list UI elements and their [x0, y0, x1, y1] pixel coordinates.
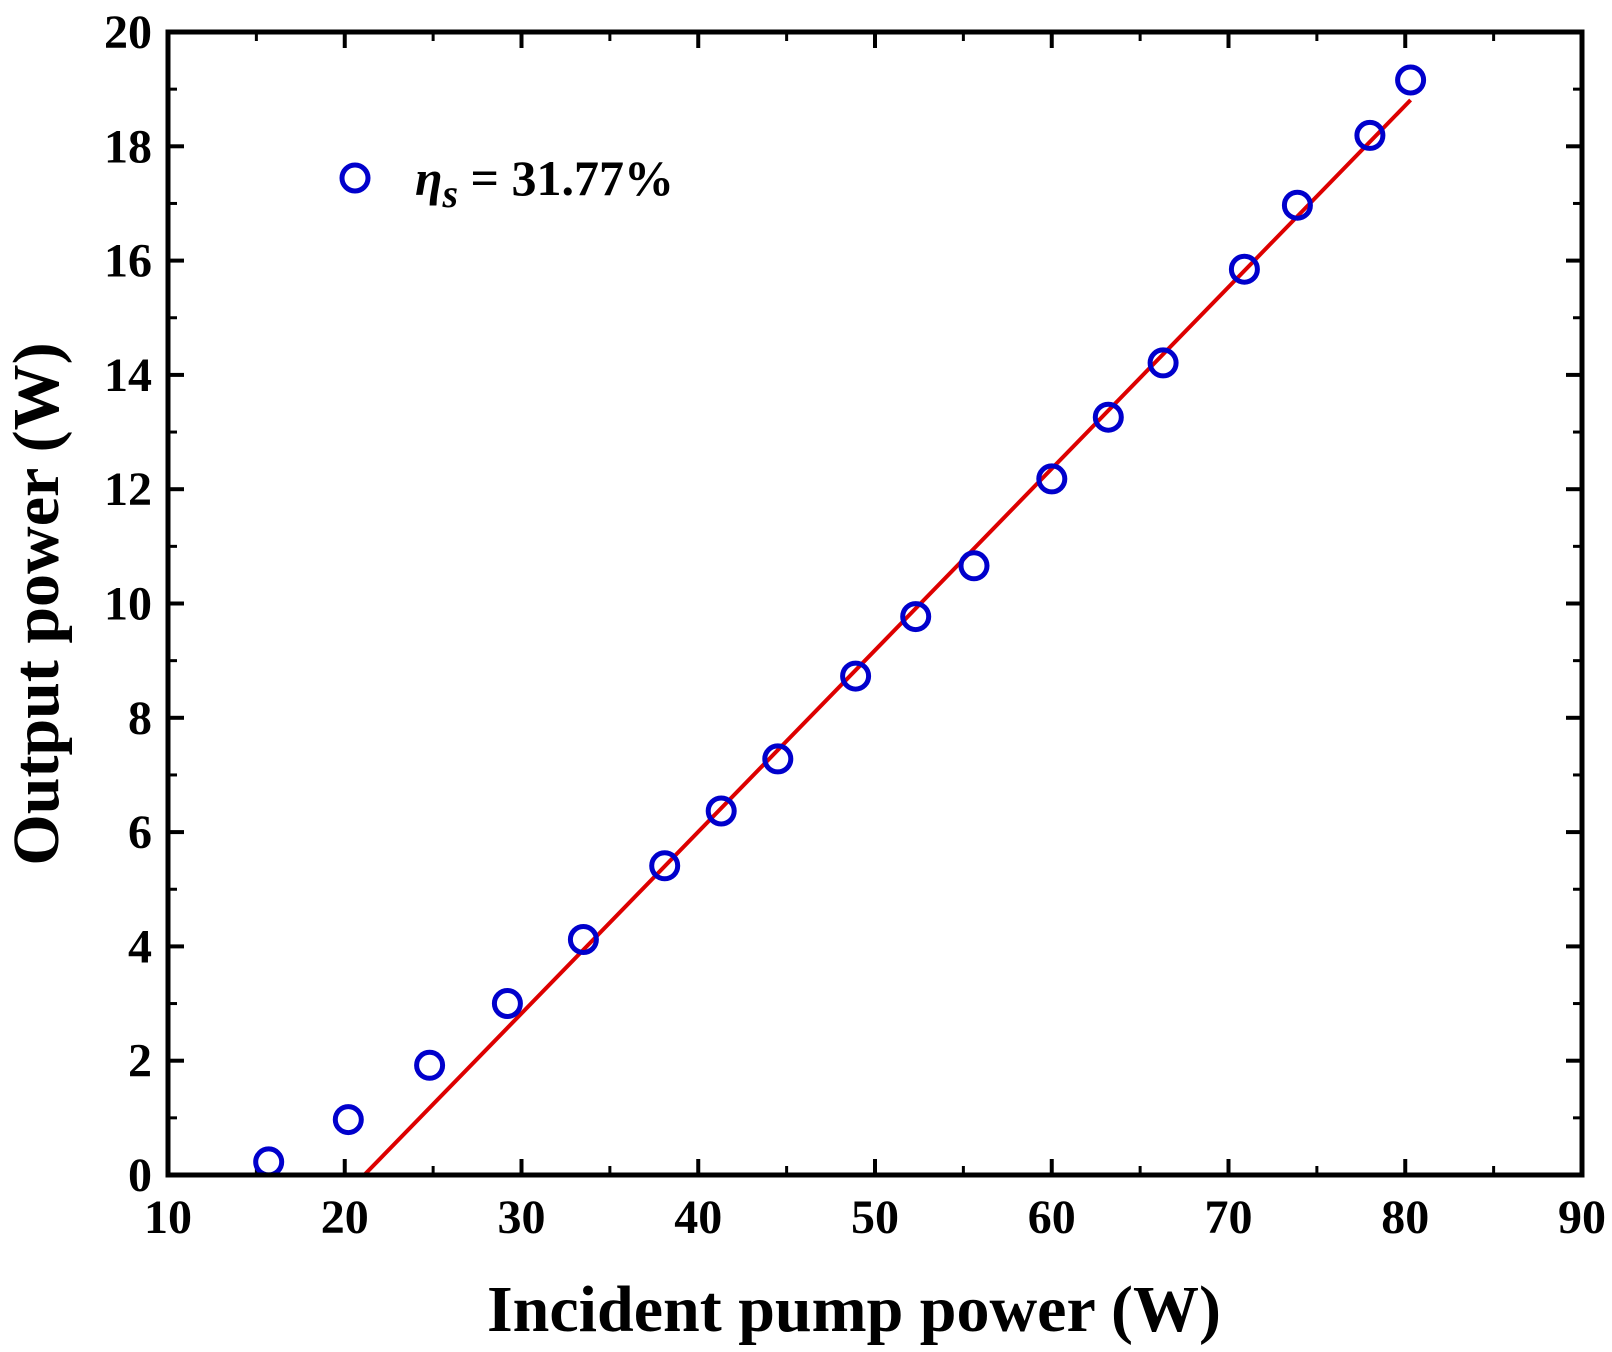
data-point — [414, 1049, 446, 1081]
data-point — [900, 601, 932, 633]
data-point — [491, 988, 523, 1019]
y-tick-label: 0 — [128, 1149, 152, 1202]
legend-symbol: η — [415, 150, 442, 206]
x-tick-label: 30 — [498, 1191, 546, 1244]
legend-label: ηs = 31.77% — [415, 150, 674, 216]
y-tick-label: 20 — [104, 6, 152, 59]
y-tick-label: 18 — [104, 120, 152, 173]
points-layer — [253, 64, 1427, 1178]
data-point — [253, 1146, 285, 1178]
x-tick-label: 60 — [1028, 1191, 1076, 1244]
data-point — [567, 924, 599, 955]
y-tick-label: 14 — [104, 349, 152, 402]
y-tick-label: 4 — [128, 920, 152, 973]
data-point — [958, 550, 990, 582]
plot-frame — [165, 29, 1585, 1178]
y-tick-label: 8 — [128, 692, 152, 745]
legend-marker — [339, 162, 371, 194]
x-tick-label: 70 — [1205, 1191, 1253, 1244]
data-point — [649, 850, 681, 882]
data-point — [762, 743, 794, 775]
data-point — [1228, 253, 1260, 285]
x-ticks: 10 20 30 40 50 60 70 80 90 — [144, 32, 1606, 1244]
legend-subscript: s — [441, 171, 458, 216]
legend-value: = 31.77% — [458, 150, 674, 206]
y-tick-label: 12 — [104, 463, 152, 516]
x-tick-label: 90 — [1558, 1191, 1606, 1244]
x-tick-label: 10 — [144, 1191, 192, 1244]
x-tick-label: 40 — [674, 1191, 722, 1244]
x-tick-label: 80 — [1381, 1191, 1429, 1244]
data-point — [1354, 119, 1386, 151]
x-tick-label: 50 — [851, 1191, 899, 1244]
y-axis-title: Output power (W) — [0, 342, 73, 865]
y-tick-label: 10 — [104, 578, 152, 631]
data-point — [840, 660, 872, 692]
legend: ηs = 31.77% — [339, 150, 674, 216]
x-tick-label: 20 — [321, 1191, 369, 1244]
data-point — [705, 795, 737, 827]
y-tick-label: 6 — [128, 806, 152, 859]
y-tick-label: 16 — [104, 235, 152, 288]
data-point — [332, 1104, 364, 1136]
data-point — [1036, 463, 1068, 495]
data-point — [1395, 64, 1427, 96]
data-point — [1147, 347, 1179, 379]
data-point — [1092, 401, 1124, 433]
data-point — [1281, 189, 1313, 221]
x-axis-title: Incident pump power (W) — [487, 1273, 1221, 1346]
y-tick-label: 2 — [128, 1035, 152, 1088]
y-ticks: 0 2 4 6 8 10 12 14 16 18 20 — [104, 6, 1582, 1202]
